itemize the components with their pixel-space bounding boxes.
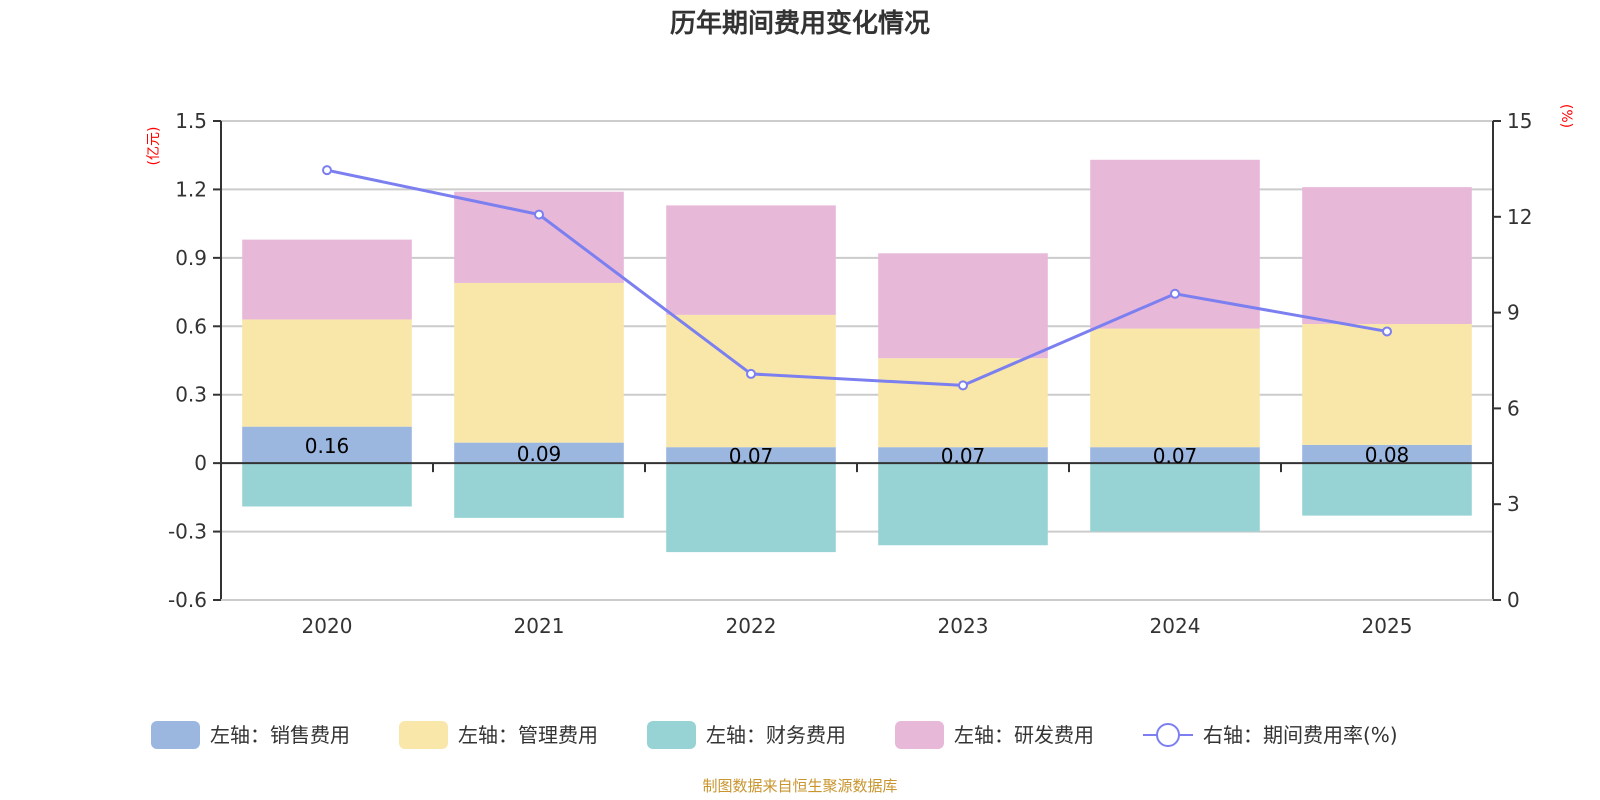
bar-2024-series-2 (1090, 463, 1260, 532)
right-axis-tick-label: 12 (1507, 205, 1532, 229)
bar-2020-series-2 (242, 463, 412, 507)
bar-2025-series-3 (1302, 187, 1472, 325)
bar-2021-series-0 (454, 442, 624, 464)
bar-2025-series-2 (1302, 463, 1472, 516)
bars (242, 159, 1472, 553)
x-axis-label: 2023 (938, 614, 989, 638)
rate-point-2023 (958, 380, 968, 391)
x-axis-label: 2021 (514, 614, 565, 638)
rate-line (322, 165, 1392, 391)
data-labels: 0.16 0.09 0.07 0.07 0.07 0.08 (305, 434, 1410, 468)
left-axis-unit: (亿元) (146, 127, 162, 166)
rate-point-2024 (1170, 288, 1180, 299)
bar-2024-series-3 (1090, 159, 1260, 329)
bar-2025-series-0 (1302, 444, 1472, 464)
bar-2021-series-1 (454, 282, 624, 443)
bar-2024-series-1 (1090, 328, 1260, 448)
legend-circle-icon (1156, 723, 1180, 747)
legend-label: 左轴：管理费用 (458, 723, 598, 747)
right-axis-tick-label: 15 (1507, 109, 1532, 133)
left-axis-tick-label: 0.3 (175, 383, 207, 407)
bar-2021-series-2 (454, 463, 624, 518)
x-axis-label: 2025 (1362, 614, 1413, 638)
legend-swatch-icon (895, 721, 944, 749)
bar-2022-series-2 (666, 463, 836, 553)
left-axis-tick-label: -0.6 (168, 588, 207, 612)
rate-point-2020 (322, 165, 332, 176)
rate-line-path (326, 168, 1388, 387)
bar-2020-series-0 (242, 426, 412, 464)
bar-2024-series-0 (1090, 447, 1260, 464)
bar-2022-series-1 (666, 314, 836, 448)
legend-label: 左轴：销售费用 (210, 723, 350, 747)
bar-data-label: 0.07 (729, 444, 774, 468)
left-axis-tick-label: 0.9 (175, 246, 207, 270)
right-axis-tick-label: 3 (1507, 492, 1520, 516)
source-note: 制图数据来自恒生聚源数据库 (702, 777, 897, 795)
axes: -0.6 -0.3 0 0.3 0.6 0.9 1.2 1.5 0 3 6 9 12 15 2020 2021… (168, 109, 1532, 638)
bar-data-label: 0.07 (1153, 444, 1198, 468)
right-axis-tick-label: 0 (1507, 588, 1520, 612)
legend-label: 右轴：期间费用率(%) (1203, 723, 1398, 747)
bar-2025-series-1 (1302, 324, 1472, 445)
chart-title: 历年期间费用变化情况 (670, 8, 930, 39)
right-axis-tick-label: 6 (1507, 396, 1520, 420)
legend-item[interactable]: 左轴：管理费用 (399, 721, 598, 749)
bar-2023-series-0 (878, 447, 1048, 464)
legend-swatch-icon (647, 721, 696, 749)
legend-item[interactable]: 左轴：销售费用 (151, 721, 350, 749)
left-axis-tick-label: 1.5 (175, 109, 207, 133)
rate-point-2021 (534, 209, 544, 220)
bar-2022-series-3 (666, 205, 836, 315)
bar-2020-series-1 (242, 319, 412, 427)
bar-data-label: 0.07 (941, 444, 986, 468)
right-axis-tick-label: 9 (1507, 301, 1520, 325)
rate-point-2025 (1382, 326, 1392, 337)
bar-2023-series-3 (878, 253, 1048, 359)
left-axis-tick-label: 0 (194, 451, 207, 475)
right-axis-unit: (%) (1558, 104, 1574, 128)
x-axis-label: 2024 (1150, 614, 1201, 638)
x-axis-label: 2020 (302, 614, 353, 638)
legend-swatch-icon (151, 721, 200, 749)
left-axis-tick-label: 0.6 (175, 314, 207, 338)
left-axis-tick-label: 1.2 (175, 177, 207, 201)
legend-label: 左轴：研发费用 (954, 723, 1094, 747)
gridlines (221, 120, 1493, 601)
legend[interactable]: 左轴：销售费用 左轴：管理费用 左轴：财务费用 左轴：研发费用 右轴：期间费用率(%) (151, 721, 1398, 749)
bar-2022-series-0 (666, 447, 836, 464)
bar-2021-series-3 (454, 191, 624, 283)
bar-data-label: 0.09 (517, 442, 562, 466)
legend-label: 左轴：财务费用 (706, 723, 846, 747)
bar-2023-series-1 (878, 358, 1048, 448)
legend-item[interactable]: 右轴：期间费用率(%) (1143, 723, 1398, 747)
bar-data-label: 0.16 (305, 434, 350, 458)
bar-2020-series-3 (242, 239, 412, 320)
legend-item[interactable]: 左轴：研发费用 (895, 721, 1094, 749)
legend-item[interactable]: 左轴：财务费用 (647, 721, 846, 749)
left-axis-tick-label: -0.3 (168, 520, 207, 544)
legend-swatch-icon (399, 721, 448, 749)
x-axis-label: 2022 (726, 614, 777, 638)
bar-2023-series-2 (878, 463, 1048, 546)
rate-point-2022 (746, 368, 756, 379)
bar-data-label: 0.08 (1365, 443, 1410, 467)
